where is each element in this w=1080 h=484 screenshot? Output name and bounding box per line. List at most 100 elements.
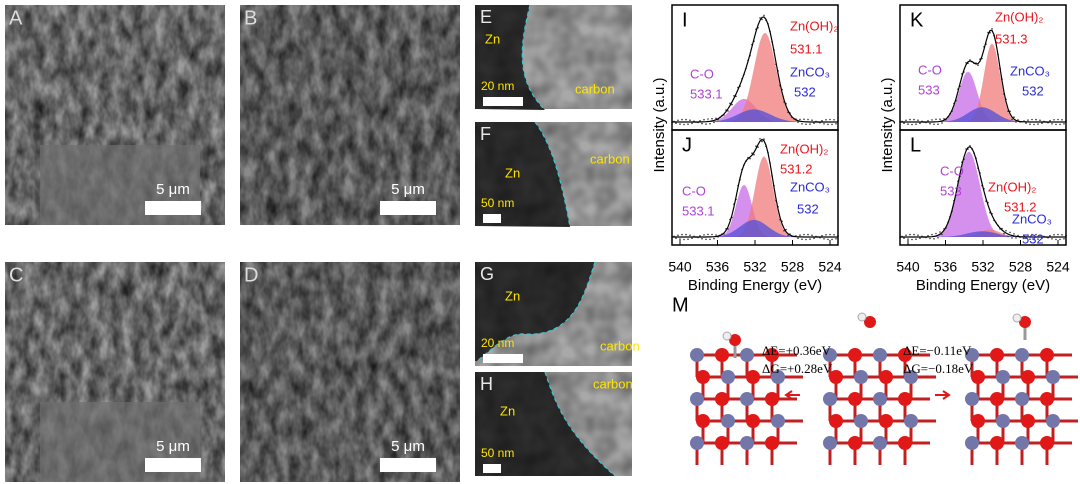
- data-dot: [935, 232, 937, 235]
- tem-texture: [475, 372, 632, 476]
- atom: [898, 392, 912, 406]
- panel-label: G: [480, 264, 494, 284]
- data-dot: [675, 237, 677, 239]
- data-dot: [825, 119, 827, 121]
- data-dot: [703, 118, 705, 121]
- atom: [1019, 316, 1031, 328]
- data-dot: [707, 118, 709, 120]
- x-tick-label: 536: [706, 259, 730, 275]
- atom: [854, 370, 868, 384]
- panel-label: C: [9, 264, 23, 286]
- data-dot: [1063, 123, 1065, 125]
- atom: [965, 348, 979, 362]
- data-dot: [1039, 234, 1041, 237]
- data-dot: [1011, 237, 1013, 239]
- znco3-value: 532: [794, 84, 816, 99]
- data-dot: [763, 138, 765, 140]
- data-dot: [685, 118, 687, 121]
- scale-bar: [483, 214, 501, 223]
- data-dot: [1057, 233, 1059, 236]
- data-dot: [919, 122, 921, 125]
- data-dot: [1009, 231, 1011, 234]
- data-dot: [1063, 238, 1065, 240]
- data-dot: [687, 123, 689, 125]
- data-dot: [1031, 233, 1033, 236]
- data-dot: [699, 235, 701, 237]
- data-dot: [1051, 238, 1053, 240]
- data-dot: [929, 122, 931, 125]
- data-dot: [1027, 234, 1029, 236]
- tem-image: F Zn carbon 50 nm: [475, 121, 632, 228]
- data-dot: [1057, 118, 1059, 121]
- atom: [823, 348, 837, 362]
- data-dot: [991, 28, 993, 30]
- atom: [746, 414, 760, 428]
- data-dot: [1017, 234, 1019, 237]
- znco3-peak: [900, 231, 1066, 237]
- data-dot: [1017, 119, 1019, 121]
- panel-label: J: [682, 134, 692, 156]
- x-tick-label: 528: [1009, 259, 1033, 275]
- atom: [1015, 392, 1029, 406]
- tem-texture: [475, 122, 632, 226]
- data-dot: [809, 238, 811, 240]
- data-dot: [807, 118, 809, 121]
- tem-boundary: [521, 4, 546, 111]
- zn-label: Zn: [505, 165, 520, 180]
- carbon-label: carbon: [575, 81, 615, 96]
- atom: [722, 331, 732, 341]
- energy-label: ΔE=+0.36eV: [762, 343, 831, 358]
- data-dot: [1025, 122, 1027, 124]
- data-dot: [813, 122, 815, 124]
- data-dot: [1055, 123, 1057, 126]
- data-dot: [701, 237, 703, 240]
- atom: [971, 370, 985, 384]
- data-dot: [829, 233, 831, 236]
- data-dot: [763, 14, 765, 17]
- scale-bar: [483, 97, 523, 106]
- data-dot: [1035, 118, 1037, 121]
- panel-label: I: [682, 9, 688, 31]
- panel-label: K: [910, 9, 924, 31]
- znco3-label: ZnCO₃: [1010, 63, 1050, 78]
- atom: [1015, 436, 1029, 450]
- atom: [971, 414, 985, 428]
- data-dot: [711, 117, 713, 120]
- data-dot: [1013, 233, 1015, 235]
- atom: [1046, 414, 1060, 428]
- zn-oh-peak: [672, 156, 838, 237]
- carbon-label: carbon: [593, 376, 633, 391]
- data-dot: [679, 238, 681, 240]
- atom: [740, 392, 754, 406]
- x-axis-label: Binding Energy (eV): [916, 277, 1050, 294]
- data-dot: [691, 122, 693, 125]
- scale-bar: [380, 201, 436, 215]
- fit-envelope: [900, 146, 1066, 238]
- zn-o-cluster: [823, 348, 936, 465]
- sem-texture: [240, 5, 460, 225]
- scale-bar: [483, 354, 523, 363]
- atom: [965, 436, 979, 450]
- data-dot: [913, 118, 915, 121]
- data-dot: [707, 233, 709, 236]
- atom: [690, 392, 704, 406]
- atom: [854, 414, 868, 428]
- tem-boundary: [474, 261, 596, 363]
- tem-boundary: [544, 371, 616, 477]
- data-dot: [689, 119, 691, 121]
- x-tick-label: 532: [743, 259, 767, 275]
- y-axis-label: Intensity (a.u.): [651, 77, 668, 172]
- atom: [990, 436, 1004, 450]
- data-dot: [833, 234, 835, 236]
- x-tick-label: 540: [668, 259, 692, 275]
- tem-image: G Zn carbon 20 nm: [474, 261, 640, 366]
- data-dot: [935, 118, 937, 121]
- data-dot: [977, 64, 979, 66]
- atom: [715, 392, 729, 406]
- x-tick-label: 528: [781, 259, 805, 275]
- data-dot: [903, 122, 905, 124]
- x-tick-label: 524: [818, 259, 842, 275]
- data-dot: [1005, 229, 1007, 232]
- data-dot: [759, 17, 761, 19]
- data-dot: [1059, 238, 1061, 241]
